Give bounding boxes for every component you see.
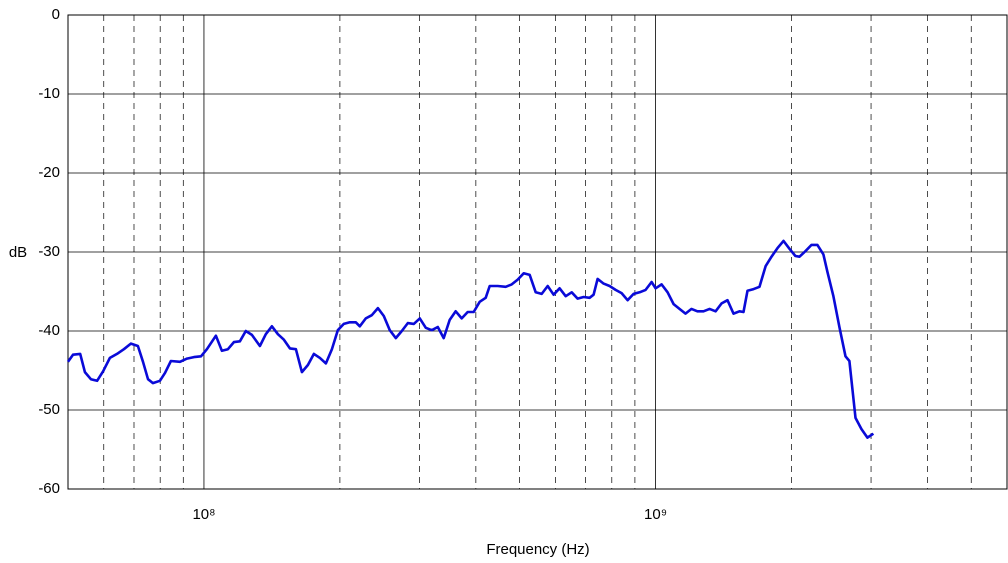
x-tick-label: 10⁹ bbox=[644, 506, 667, 523]
y-tick-label: -20 bbox=[38, 164, 60, 181]
y-axis-label: dB bbox=[9, 244, 27, 261]
y-tick-label: -50 bbox=[38, 401, 60, 418]
plot-frame bbox=[67, 14, 1008, 490]
y-tick-label: -10 bbox=[38, 85, 60, 102]
y-tick-label: -40 bbox=[38, 322, 60, 339]
y-tick-label: -30 bbox=[38, 243, 60, 260]
y-tick-label: 0 bbox=[52, 6, 60, 23]
x-tick-label: 10⁸ bbox=[192, 506, 215, 523]
x-axis-label: Frequency (Hz) bbox=[486, 541, 589, 558]
data-line bbox=[66, 239, 875, 439]
y-tick-label: -60 bbox=[38, 480, 60, 497]
